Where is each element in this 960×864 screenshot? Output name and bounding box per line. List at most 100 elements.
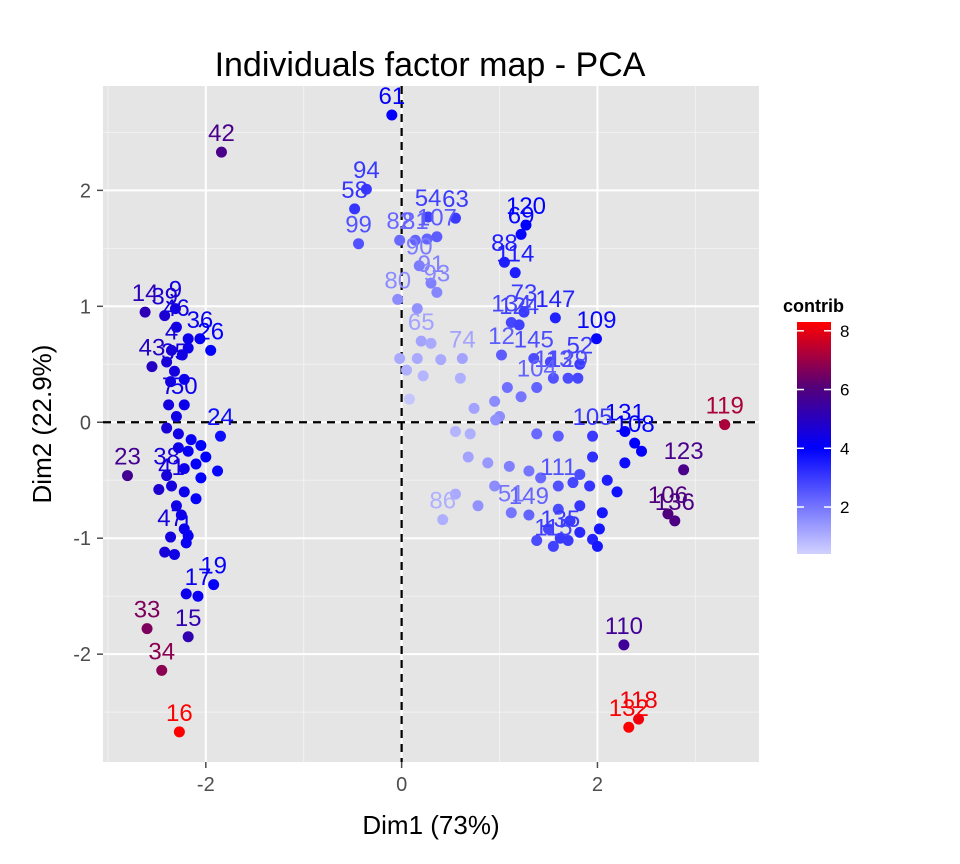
data-point [212, 465, 224, 477]
data-point [161, 356, 173, 368]
point-label: 33 [134, 597, 161, 624]
x-axis-title: Dim1 (73%) [362, 810, 499, 840]
point-label: 88 [491, 230, 518, 257]
data-point [498, 256, 510, 268]
data-point [168, 365, 180, 377]
point-label: 119 [706, 393, 744, 420]
data-point [353, 238, 365, 250]
data-point [482, 457, 494, 469]
point-label: 74 [449, 326, 476, 353]
point-label: 104 [517, 355, 557, 382]
data-point [208, 579, 220, 591]
point-label: 105 [573, 404, 613, 431]
data-point [161, 470, 173, 482]
data-point [141, 623, 153, 635]
data-point [195, 472, 207, 484]
data-point [662, 508, 674, 520]
legend-tick-label: 6 [840, 381, 849, 400]
data-point [163, 399, 175, 411]
point-label: 81 [402, 208, 429, 235]
data-point [542, 523, 554, 535]
data-point [166, 480, 178, 492]
y-tick-label: -2 [73, 644, 91, 666]
point-label: 34 [148, 638, 175, 665]
data-point [360, 183, 372, 195]
data-point [523, 465, 535, 477]
point-label: 132 [609, 695, 649, 722]
data-point [168, 548, 180, 560]
point-label: 65 [408, 309, 435, 336]
point-label: 109 [576, 307, 616, 334]
data-point [166, 344, 178, 356]
data-point [489, 480, 501, 492]
data-point [437, 514, 449, 526]
data-point [178, 399, 190, 411]
data-point [172, 428, 184, 440]
data-point [552, 503, 564, 515]
data-point [531, 428, 543, 440]
point-label: 63 [442, 186, 469, 213]
data-point [159, 546, 171, 558]
x-tick-label: -2 [197, 774, 215, 796]
point-label: 17 [185, 564, 212, 591]
point-label: 134 [491, 291, 531, 318]
data-point [146, 361, 158, 373]
point-label: 54 [415, 185, 442, 212]
data-point [425, 337, 437, 349]
legend-tick-label: 2 [840, 498, 849, 517]
data-point [153, 484, 165, 496]
data-point [192, 590, 204, 602]
point-label: 131 [605, 400, 645, 427]
data-point [623, 721, 635, 733]
data-point [190, 458, 202, 470]
data-point [549, 312, 561, 324]
data-point [170, 410, 182, 422]
data-point [619, 457, 631, 469]
point-label: 38 [153, 444, 180, 471]
data-point [170, 500, 182, 512]
data-point [596, 507, 608, 519]
data-point [422, 211, 434, 223]
data-point [161, 422, 173, 434]
data-point [425, 277, 437, 289]
data-point [173, 726, 185, 738]
point-label: 69 [508, 202, 535, 229]
data-point [719, 419, 731, 431]
data-point [552, 480, 564, 492]
data-point [172, 442, 184, 454]
point-label: 4 [165, 318, 178, 345]
plot-panel [103, 86, 759, 762]
point-label: 108 [615, 411, 655, 438]
data-point [574, 468, 586, 480]
y-tick-label: -1 [73, 528, 91, 550]
data-point [401, 364, 413, 376]
point-label: 147 [535, 286, 575, 313]
point-label: 129 [548, 346, 588, 373]
point-label: 16 [166, 700, 193, 727]
data-point [190, 493, 202, 505]
data-point [409, 234, 421, 246]
point-label: 50 [171, 373, 198, 400]
data-point [509, 267, 521, 279]
data-point [523, 509, 535, 521]
data-point [421, 233, 433, 245]
data-point [591, 540, 603, 552]
point-label: 91 [418, 251, 445, 278]
legend-tick-label: 4 [840, 439, 849, 458]
data-point [520, 219, 532, 231]
legend-colorbar [797, 322, 831, 554]
point-label: 94 [353, 157, 380, 184]
data-point [472, 500, 484, 512]
point-label: 58 [341, 177, 368, 204]
data-point [139, 306, 151, 318]
data-point [574, 358, 586, 370]
point-label: 19 [200, 553, 227, 580]
data-point [170, 321, 182, 333]
point-label: 113 [534, 346, 572, 373]
data-point [562, 535, 574, 547]
data-point [587, 451, 599, 463]
data-point [611, 486, 623, 498]
data-point [633, 713, 645, 725]
data-point [182, 445, 194, 457]
